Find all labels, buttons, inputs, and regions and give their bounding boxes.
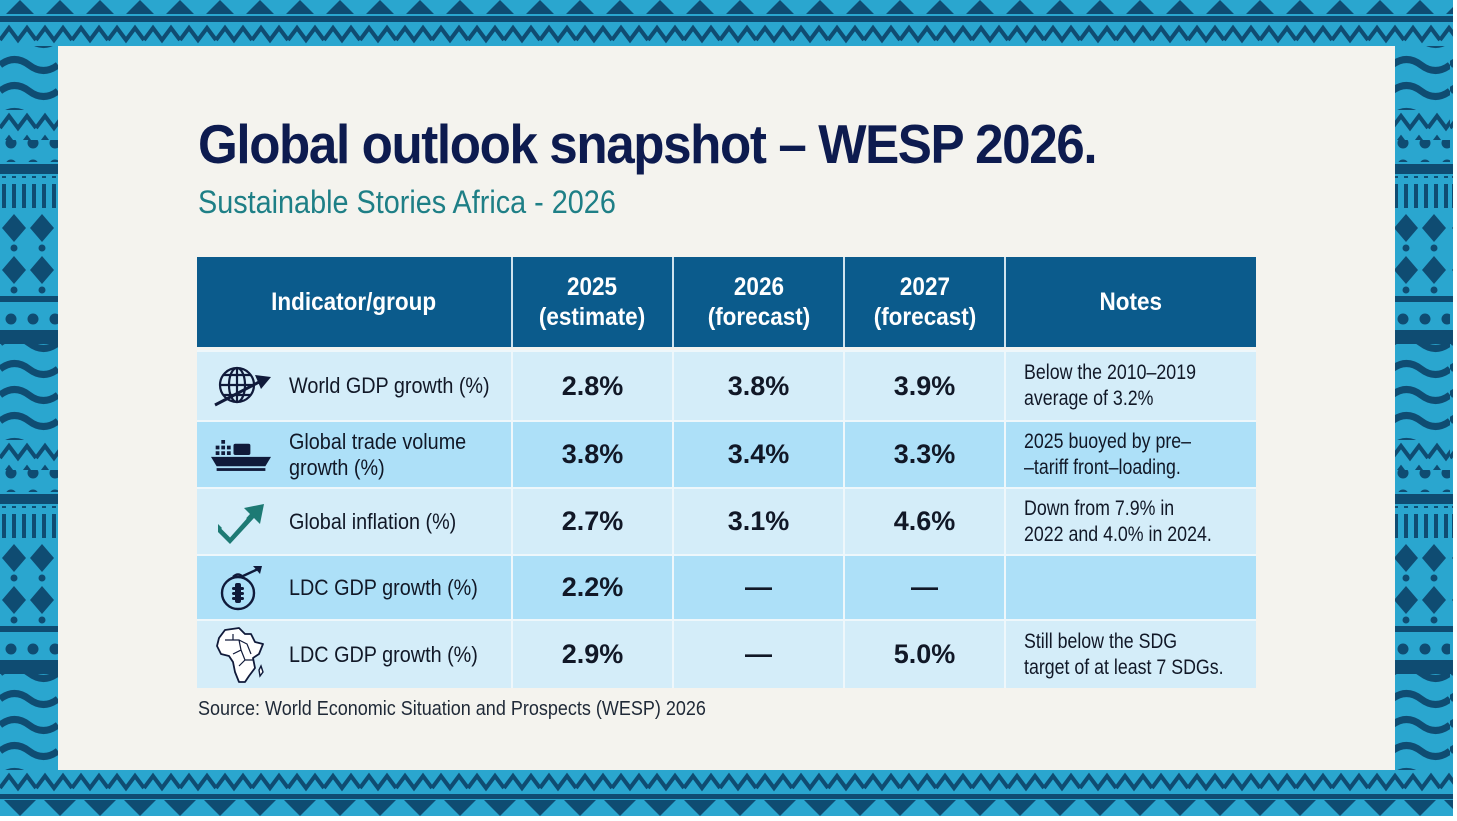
table-row: Global trade volume growth (%) 3.8% 3.4% … bbox=[197, 420, 1256, 488]
note-cell: Down from 7.9% in 2022 and 4.0% in 2024. bbox=[1005, 487, 1256, 555]
value-2026: — bbox=[673, 619, 845, 688]
trend-up-arrow-icon bbox=[211, 498, 271, 546]
value-2025: 2.2% bbox=[512, 554, 674, 620]
page-subtitle: Sustainable Stories Africa - 2026 bbox=[198, 184, 616, 220]
indicator-cell: Global trade volume growth (%) bbox=[197, 420, 513, 488]
value-2025: 2.7% bbox=[512, 487, 674, 555]
africa-map-icon bbox=[211, 626, 271, 683]
value-2025: 2.8% bbox=[512, 350, 674, 421]
value-2025: 2.9% bbox=[512, 619, 674, 688]
column-header-2026: 2026 (forecast) bbox=[673, 257, 845, 347]
column-header-2025: 2025 (estimate) bbox=[512, 257, 674, 347]
money-bag-growth-icon bbox=[211, 564, 271, 612]
column-header-indicator: Indicator/group bbox=[197, 257, 513, 347]
value-2027: 4.6% bbox=[844, 487, 1006, 555]
table-row: World GDP growth (%) 2.8% 3.8% 3.9% Belo… bbox=[197, 350, 1256, 421]
column-header-2027: 2027 (forecast) bbox=[844, 257, 1006, 347]
table-header-row: Indicator/group 2025 (estimate) 2026 (fore… bbox=[197, 257, 1256, 347]
indicator-cell: Global inflation (%) bbox=[197, 487, 513, 555]
note-cell: 2025 buoyed by pre– –tariff front–loading… bbox=[1005, 420, 1256, 488]
column-header-notes: Notes bbox=[1005, 257, 1256, 347]
table-row: Global inflation (%) 2.7% 3.1% 4.6% Down… bbox=[197, 487, 1256, 555]
table-row: LDC GDP growth (%) 2.9% — 5.0% Still bel… bbox=[197, 619, 1256, 688]
value-2026: 3.1% bbox=[673, 487, 845, 555]
page-title: Global outlook snapshot – WESP 2026. bbox=[198, 113, 1098, 175]
note-cell: Still below the SDG target of at least 7 … bbox=[1005, 619, 1256, 688]
note-cell bbox=[1005, 554, 1256, 620]
value-2026: 3.8% bbox=[673, 350, 845, 421]
indicator-cell: LDC GDP growth (%) bbox=[197, 619, 513, 688]
value-2027: 3.3% bbox=[844, 420, 1006, 488]
indicator-cell: LDC GDP growth (%) bbox=[197, 554, 513, 620]
source-note: Source: World Economic Situation and Pro… bbox=[198, 698, 706, 720]
content-panel: Global outlook snapshot – WESP 2026. Sus… bbox=[58, 46, 1395, 770]
value-2025: 3.8% bbox=[512, 420, 674, 488]
outlook-table: Indicator/group 2025 (estimate) 2026 (fore… bbox=[197, 257, 1256, 688]
value-2026: — bbox=[673, 554, 845, 620]
globe-arrow-icon bbox=[211, 362, 271, 410]
indicator-cell: World GDP growth (%) bbox=[197, 350, 513, 421]
note-cell: Below the 2010–2019 average of 3.2% bbox=[1005, 350, 1256, 421]
value-2027: — bbox=[844, 554, 1006, 620]
table-row: LDC GDP growth (%) 2.2% — — bbox=[197, 554, 1256, 620]
value-2027: 3.9% bbox=[844, 350, 1006, 421]
value-2026: 3.4% bbox=[673, 420, 845, 488]
value-2027: 5.0% bbox=[844, 619, 1006, 688]
cargo-ship-icon bbox=[211, 431, 271, 479]
